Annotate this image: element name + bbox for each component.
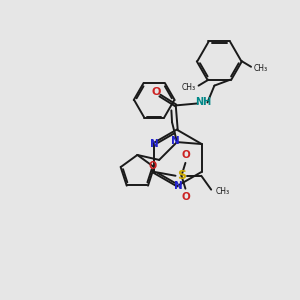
Text: N: N xyxy=(150,139,159,148)
Text: O: O xyxy=(181,192,190,202)
Text: O: O xyxy=(181,150,190,160)
Text: CH₃: CH₃ xyxy=(182,83,196,92)
Text: O: O xyxy=(148,160,157,171)
Text: CH₃: CH₃ xyxy=(215,187,229,196)
Text: N: N xyxy=(174,181,183,191)
Text: NH: NH xyxy=(195,97,211,107)
Text: N: N xyxy=(171,136,180,146)
Text: CH₃: CH₃ xyxy=(254,64,268,73)
Text: O: O xyxy=(151,86,160,97)
Text: S: S xyxy=(177,169,186,182)
